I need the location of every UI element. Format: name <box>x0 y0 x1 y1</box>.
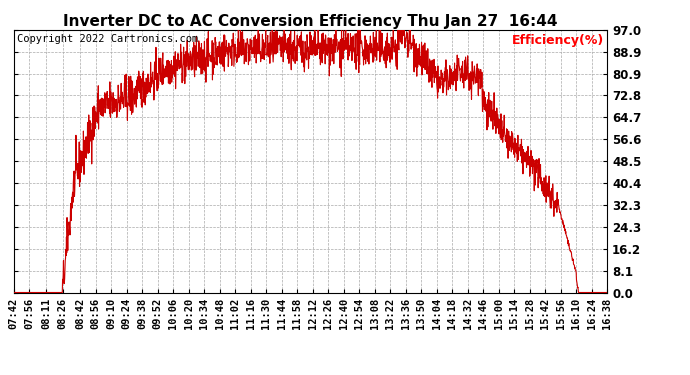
Text: Copyright 2022 Cartronics.com: Copyright 2022 Cartronics.com <box>17 34 198 44</box>
Title: Inverter DC to AC Conversion Efficiency Thu Jan 27  16:44: Inverter DC to AC Conversion Efficiency … <box>63 14 558 29</box>
Text: Efficiency(%): Efficiency(%) <box>512 34 604 47</box>
